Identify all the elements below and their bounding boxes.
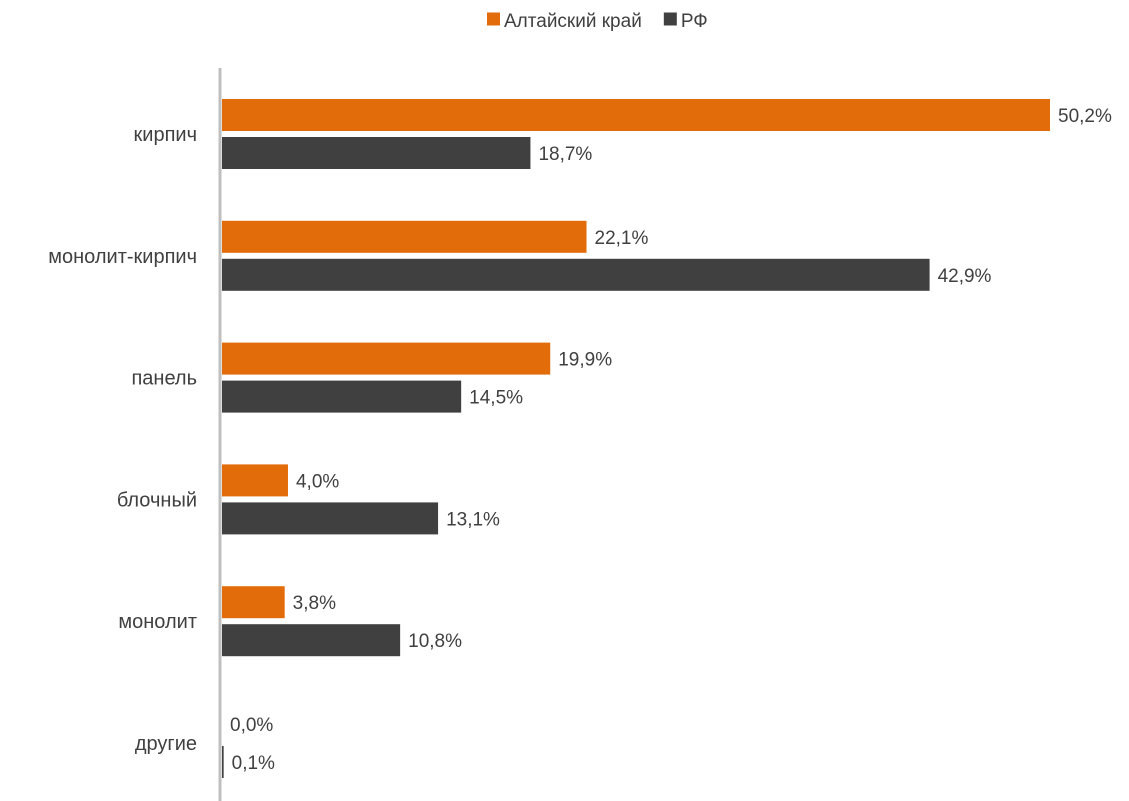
category-label: панель [131, 368, 197, 390]
bar-rf [222, 380, 462, 413]
legend-swatch-rf [663, 12, 677, 26]
data-label: 14,5% [469, 388, 523, 409]
bar-rf [222, 502, 439, 535]
bar-rf [222, 137, 531, 169]
data-label: 4,0% [296, 471, 339, 492]
data-label: 19,9% [558, 350, 612, 371]
category-label: монолит-кирпич [48, 246, 197, 268]
category-label: монолит [118, 611, 197, 633]
bar-altai [222, 220, 587, 253]
bar-rf [222, 624, 401, 657]
bar-altai [222, 99, 1050, 131]
category-label: другие [135, 733, 197, 755]
bar-altai [222, 342, 551, 375]
data-label: 3,8% [293, 593, 336, 614]
bar-altai [222, 464, 288, 497]
bar-altai [222, 586, 285, 619]
legend-label: Алтайский край [504, 11, 642, 32]
bar-rf [222, 258, 930, 291]
bar-rf [222, 746, 224, 778]
category-label: кирпич [134, 124, 197, 146]
data-label: 18,7% [538, 144, 592, 165]
legend-label: РФ [681, 11, 708, 32]
data-label: 0,0% [230, 715, 273, 736]
data-label: 0,1% [232, 753, 275, 774]
data-label: 50,2% [1058, 106, 1112, 127]
legend-swatch-altai [487, 12, 500, 26]
data-label: 42,9% [938, 266, 992, 287]
category-label: блочный [117, 489, 197, 511]
data-label: 13,1% [446, 509, 500, 530]
data-label: 10,8% [408, 631, 462, 652]
data-label: 22,1% [595, 228, 649, 249]
